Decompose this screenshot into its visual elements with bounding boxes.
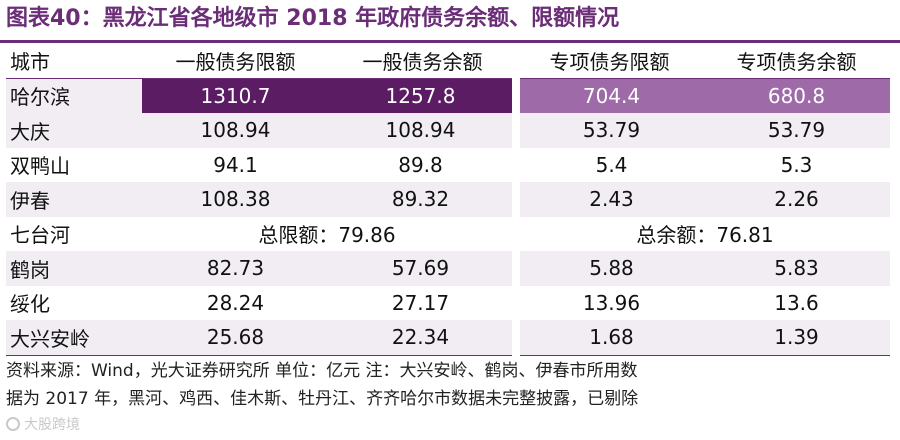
value-cell: 53.79 [512,113,703,148]
city-cell: 绥化 [10,292,50,317]
value-cell: 13.6 [774,290,819,315]
value-cell: 108.94 [329,113,516,148]
header-special-balance: 专项债务余额 [703,43,890,79]
value-cell: 5.3 [780,152,813,177]
source-note-line-2: 据为 2017 年，黑河、鸡西、佳木斯、牡丹江、齐齐哈尔市数据未完整披露，已剔除 [6,389,639,409]
value-cell: 1257.8 [329,78,516,113]
value-cell: 108.38 [142,182,329,217]
value-cell: 2.26 [703,182,890,217]
value-cell: 13.96 [512,285,703,320]
table-row: 伊春 108.38 89.32 2.43 2.26 [6,182,890,217]
debt-table: 城市 一般债务限额 一般债务余额 专项债务限额 专项债务余额 哈尔滨 1310.… [6,43,890,356]
city-cell: 哈尔滨 [6,78,142,113]
value-cell: 108.94 [142,113,329,148]
value-cell: 94.1 [213,152,258,177]
table-row: 鹤岗 82.73 57.69 5.88 5.83 [6,251,890,286]
value-cell: 680.8 [703,78,890,113]
value-cell: 1310.7 [142,78,329,113]
value-cell: 5.4 [512,147,703,182]
header-general-limit: 一般债务限额 [142,43,329,79]
merged-limit-cell: 总限额：79.86 [258,223,396,248]
value-cell: 28.24 [206,290,265,315]
city-cell: 鹤岗 [6,251,142,286]
header-row: 城市 一般债务限额 一般债务余额 专项债务限额 专项债务余额 [6,43,890,79]
watermark: 大股跨境 [6,414,80,434]
city-cell: 大庆 [6,113,142,148]
table-row: 绥化 28.24 27.17 13.96 13.6 [6,285,890,320]
city-cell: 伊春 [6,182,142,217]
value-cell: 5.83 [703,251,890,286]
value-cell: 57.69 [329,251,516,286]
table-row: 大庆 108.94 108.94 53.79 53.79 [6,113,890,148]
watermark-text: 大股跨境 [24,417,80,433]
value-cell: 1.68 [512,320,703,356]
value-cell: 82.73 [142,251,329,286]
value-cell: 53.79 [703,113,890,148]
city-cell: 七台河 [10,223,70,248]
value-cell: 27.17 [391,290,450,315]
merged-balance-cell: 总余额：76.81 [512,216,890,251]
value-cell: 89.8 [398,152,443,177]
source-note: 资料来源：Wind，光大证券研究所 单位：亿元 注：大兴安岭、鹤岗、伊春市所用数… [6,357,896,413]
table-row: 大兴安岭 25.68 22.34 1.68 1.39 [6,320,890,356]
value-cell: 89.32 [329,182,516,217]
value-cell: 2.43 [512,182,703,217]
watermark-logo-icon [6,417,20,431]
value-cell: 704.4 [512,78,703,113]
chart-title: 图表40：黑龙江省各地级市 2018 年政府债务余额、限额情况 [6,6,620,31]
value-cell: 5.88 [512,251,703,286]
header-special-limit: 专项债务限额 [516,43,703,79]
value-cell: 22.34 [329,320,516,356]
value-cell: 1.39 [703,320,890,356]
table-row: 哈尔滨 1310.7 1257.8 704.4 680.8 [6,78,890,113]
header-city: 城市 [6,43,142,79]
title-divider [0,40,900,43]
header-general-balance: 一般债务余额 [329,43,516,79]
city-cell: 双鸭山 [10,154,70,179]
value-cell: 25.68 [142,320,329,356]
table-row: 七台河 总限额：79.86 总余额：76.81 [6,216,890,251]
city-cell: 大兴安岭 [6,320,142,356]
source-note-line-1: 资料来源：Wind，光大证券研究所 单位：亿元 注：大兴安岭、鹤岗、伊春市所用数 [6,361,638,381]
table-row: 双鸭山 94.1 89.8 5.4 5.3 [6,147,890,182]
